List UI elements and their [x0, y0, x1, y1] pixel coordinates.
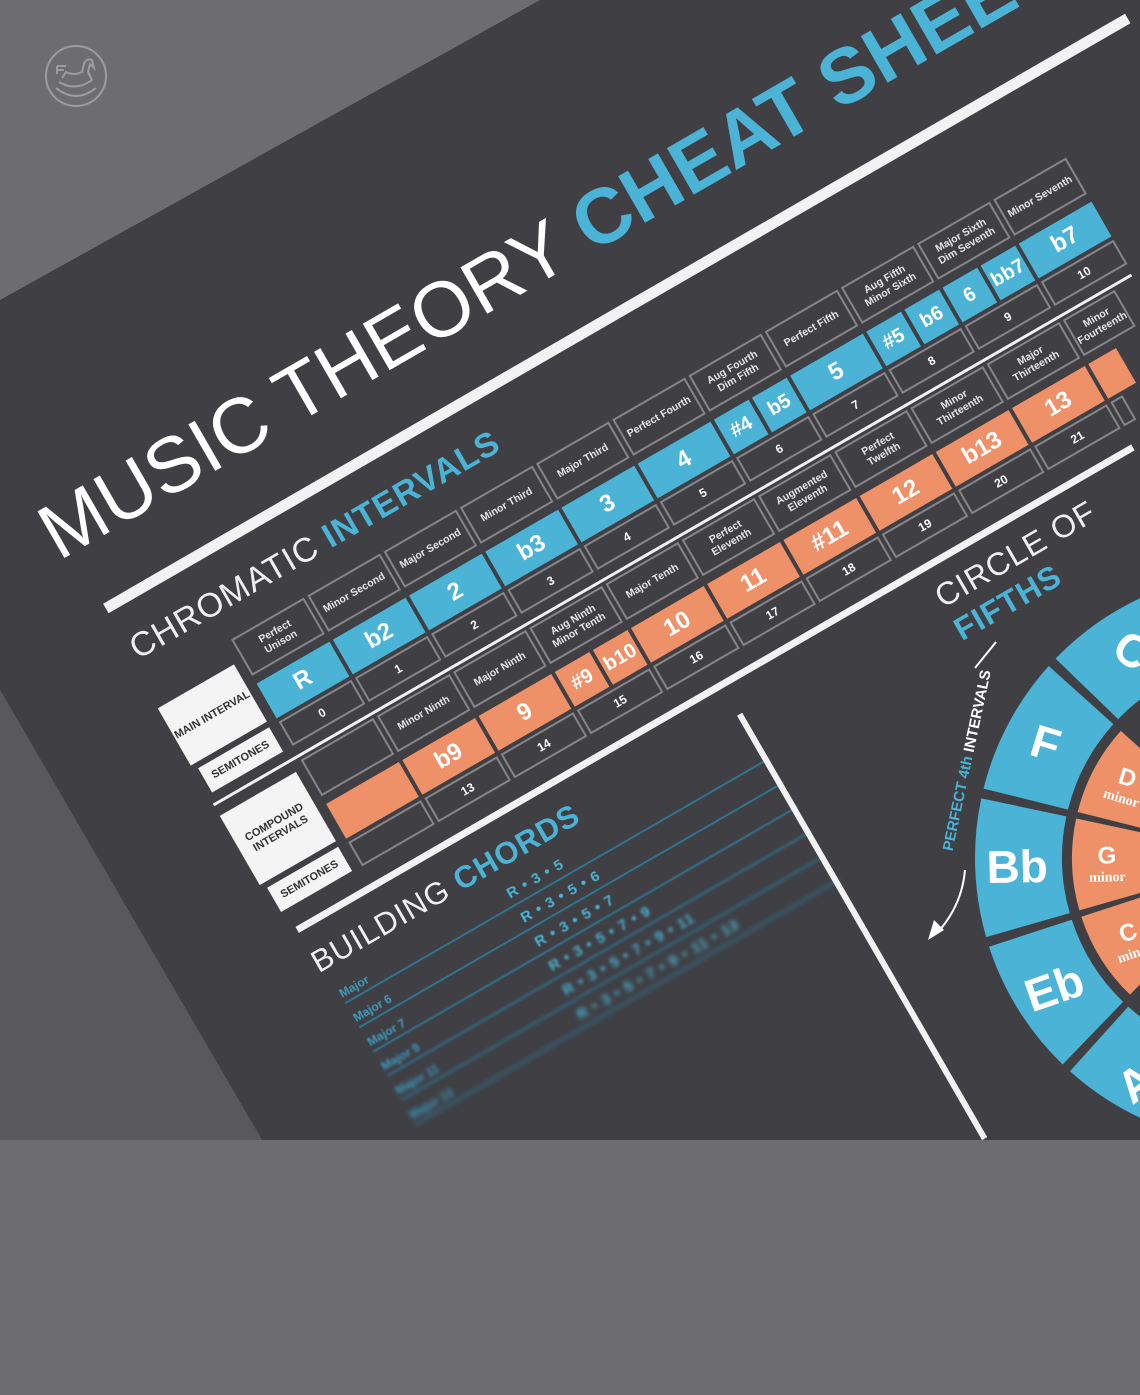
- arrow-head-icon: [928, 920, 944, 940]
- minor-key-segment: [1081, 897, 1140, 995]
- major-key-label: Bb: [986, 840, 1048, 893]
- minor-key-segment: [1077, 730, 1140, 828]
- major-key-segment: [974, 798, 1070, 938]
- minor-key-label: G: [1097, 842, 1116, 869]
- major-key-segment: [989, 919, 1124, 1065]
- major-key-segment: [1069, 1006, 1140, 1118]
- minor-key-quality: minor: [1089, 870, 1126, 886]
- minor-key-segment: [1072, 818, 1140, 911]
- rocking-horse-icon: [45, 45, 107, 107]
- divider: [974, 641, 997, 669]
- major-key-segment: [983, 665, 1114, 810]
- major-key-segment: [1055, 598, 1140, 720]
- arrow-icon: [937, 869, 966, 933]
